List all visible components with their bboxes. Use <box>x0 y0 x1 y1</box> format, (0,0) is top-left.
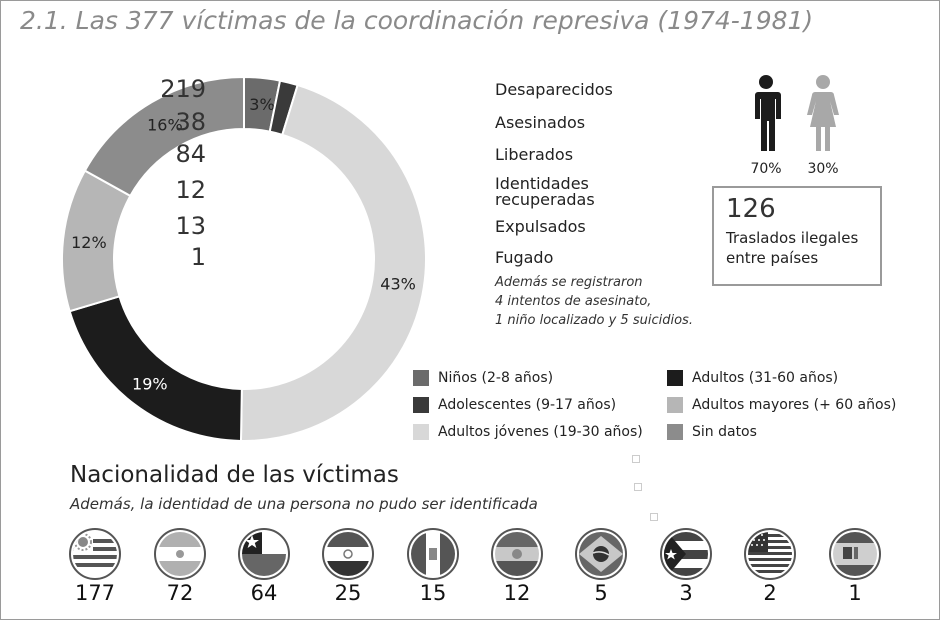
usa-flag-icon <box>744 528 796 580</box>
peru-flag-icon <box>407 528 459 580</box>
legend-swatch <box>667 424 683 440</box>
flag-item: 3 <box>656 528 716 605</box>
nationality-title: Nacionalidad de las víctimas <box>70 462 399 488</box>
chart-legend: Niños (2-8 años) Adolescentes (9-17 años… <box>413 368 933 454</box>
uruguay-flag-icon <box>69 528 121 580</box>
donut-slice <box>83 75 245 198</box>
bolivia-flag-icon <box>491 528 543 580</box>
flag-count: 15 <box>419 581 447 605</box>
transfers-label-line: entre países <box>726 249 819 267</box>
slice-label: 19% <box>132 374 168 393</box>
male-percent: 70% <box>750 161 782 177</box>
flag-count: 72 <box>166 581 194 605</box>
note-line: 4 intentos de asesinato, <box>495 294 652 309</box>
chile-flag-icon <box>238 528 290 580</box>
spain-flag-icon <box>829 528 881 580</box>
stat-number: 84 <box>175 140 206 168</box>
legend-swatch <box>413 424 429 440</box>
stat-label: Fugado <box>495 248 554 267</box>
slice-label: 43% <box>380 275 416 294</box>
slice-label: 12% <box>71 233 107 252</box>
flag-item: 177 <box>65 528 125 605</box>
note-text: Además se registraron 4 intentos de ases… <box>495 273 693 330</box>
flag-item: 15 <box>403 528 463 605</box>
female-percent: 30% <box>807 161 839 177</box>
flag-item: 72 <box>150 528 210 605</box>
legend-label: Niños (2-8 años) <box>438 370 554 386</box>
stat-number: 12 <box>175 176 206 204</box>
legend-swatch <box>667 370 683 386</box>
donut-slice <box>68 295 243 442</box>
stat-label: Expulsados <box>495 217 586 236</box>
flag-item: 64 <box>234 528 294 605</box>
transfers-box: 126 Traslados ilegales entre países <box>712 186 882 286</box>
female-icon <box>807 75 839 151</box>
stat-number: 219 <box>160 75 206 103</box>
flag-count: 3 <box>679 581 693 605</box>
male-icon <box>754 75 781 151</box>
flag-count: 1 <box>848 581 862 605</box>
transfers-number: 126 <box>726 194 776 224</box>
stat-number: 13 <box>175 212 206 240</box>
flag-item: 5 <box>571 528 631 605</box>
stat-label: Liberados <box>495 145 574 164</box>
flag-item: 2 <box>740 528 800 605</box>
legend-label: Sin datos <box>692 424 757 440</box>
legend-swatch <box>667 397 683 413</box>
transfers-label-line: Traslados ilegales <box>726 229 859 247</box>
note-line: 1 niño localizado y 5 suicidios. <box>495 313 693 328</box>
flag-count: 2 <box>763 581 777 605</box>
puerto-rico-flag-icon <box>660 528 712 580</box>
female-figure: 30% <box>798 75 848 177</box>
slice-label: 3% <box>249 95 274 114</box>
legend-swatch <box>413 370 429 386</box>
flag-item: 12 <box>487 528 547 605</box>
flag-count: 177 <box>74 581 116 605</box>
flag-count: 25 <box>334 581 362 605</box>
legend-swatch <box>413 397 429 413</box>
donut-slice <box>239 83 427 442</box>
legend-label: Adultos mayores (+ 60 años) <box>692 397 897 413</box>
stat-number: 1 <box>190 243 206 271</box>
flag-item: 25 <box>318 528 378 605</box>
flag-count: 64 <box>250 581 278 605</box>
flag-item: 1 <box>825 528 885 605</box>
argentina-flag-icon <box>154 528 206 580</box>
stat-number: 38 <box>175 108 206 136</box>
legend-label: Adolescentes (9-17 años) <box>438 397 617 413</box>
page-title: 2.1. Las 377 víctimas de la coordinación… <box>20 6 814 35</box>
paraguay-flag-icon <box>322 528 374 580</box>
transfers-label: Traslados ilegales entre países <box>726 228 868 268</box>
note-line: Además se registraron <box>495 275 643 290</box>
legend-label: Adultos jóvenes (19-30 años) <box>438 424 643 440</box>
stat-label: Identidades recuperadas <box>495 174 595 209</box>
flag-count: 12 <box>503 581 531 605</box>
slice-label: 16% <box>147 116 183 135</box>
legend-label: Adultos (31-60 años) <box>692 370 839 386</box>
donut-chart: 3% 43% 19% 12% 16% <box>61 75 427 442</box>
nationality-subtitle: Además, la identidad de una persona no p… <box>70 495 538 513</box>
male-figure: 70% <box>741 75 791 177</box>
stat-label: Desaparecidos <box>495 80 613 99</box>
brazil-flag-icon <box>575 528 627 580</box>
stat-label: Asesinados <box>495 113 586 132</box>
flag-count: 5 <box>594 581 608 605</box>
